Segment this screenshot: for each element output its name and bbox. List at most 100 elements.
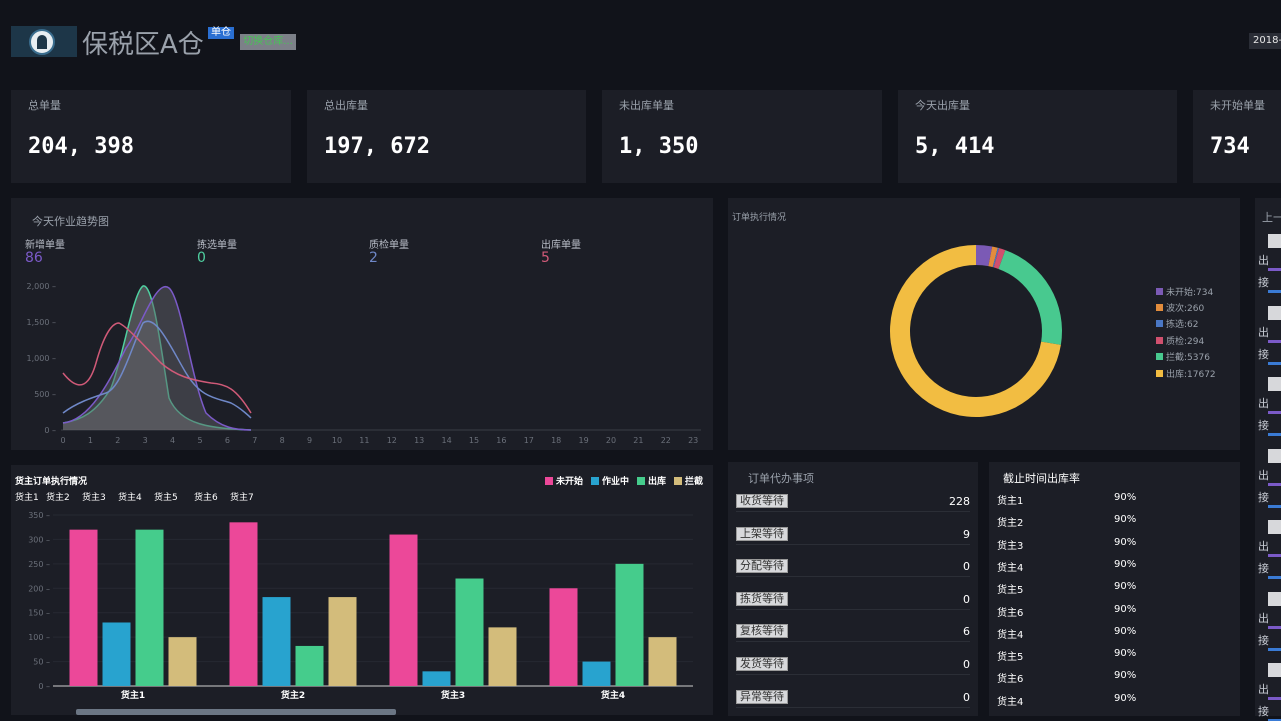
order-outbound-label: 出 [1258,683,1269,696]
bar-未开始[interactable] [229,522,258,686]
rate-value: 90% [1114,536,1137,548]
rate-owner-name: 货主2 [997,518,1024,530]
legend-item-intercept[interactable]: 拦截 [674,474,703,487]
donut-slice[interactable] [993,248,1006,269]
owner-tab-4[interactable]: 货主4 [118,493,142,503]
bar-未开始[interactable] [389,534,418,686]
bar-作业中[interactable] [582,661,611,686]
x-tick-label: 13 [414,436,424,445]
donut-slice[interactable] [976,245,993,267]
todo-item-button[interactable]: 发货等待 [736,657,788,671]
order-button[interactable] [1268,591,1281,606]
switch-warehouse-button[interactable]: 切换仓库... [240,34,296,50]
logo-icon [29,29,55,55]
bar-作业中[interactable] [422,671,451,686]
owner-tab-5[interactable]: 货主5 [154,493,178,503]
date-display: 2018- [1249,33,1281,49]
x-tick-label: 4 [170,436,175,445]
legend-swatch [1156,287,1163,295]
y-tick-label: 0 – [44,426,56,435]
todo-item-count: 0 [963,560,970,574]
legend-label: 拦截 [685,477,704,487]
rate-value: 90% [1114,625,1137,637]
owner-bar-chart: 350 – 300 – 250 – 200 – 150 – 100 – 50 – 0 – 货主… [28,511,693,701]
bar-出库[interactable] [455,578,484,686]
donut-legend: 未开始:734 波次:260 拣选:62 质检:294 拦截:5376 出库:1… [1156,283,1216,381]
x-category-label: 货主1 [121,689,145,701]
progress-bar [1268,504,1281,508]
todo-divider [736,674,970,675]
metric-out-value: 5 [541,250,550,266]
x-tick-label: 9 [307,436,312,445]
order-button[interactable] [1268,234,1281,248]
progress-bar [1268,647,1281,651]
rate-owner-name: 货主5 [997,585,1024,597]
owner-tab-3[interactable]: 货主3 [82,493,106,503]
todo-item-button[interactable]: 复核等待 [736,624,788,639]
todo-item-button[interactable]: 分配等待 [736,559,788,574]
todo-divider [736,511,970,512]
order-status-title: 订单执行情况 [732,213,787,223]
metric-pick-label: 拣选单量 [197,240,237,251]
y-tick-label: 350 – [28,511,50,520]
bar-作业中[interactable] [262,597,291,686]
stat-value: 197, 672 [324,134,430,159]
bar-出库[interactable] [615,563,644,686]
bar-未开始[interactable] [549,588,578,686]
owner-tab-6[interactable]: 货主6 [194,493,218,503]
metric-new-label: 新增单量 [25,240,65,251]
owner-tab-1[interactable]: 货主1 [15,493,39,503]
legend-item-outbound[interactable]: 出库 [637,474,666,487]
rate-owner-name: 货主5 [997,652,1024,664]
bar-作业中[interactable] [102,622,131,686]
x-category-label: 货主4 [601,689,625,701]
rate-owner-name: 货主1 [997,496,1024,507]
order-button[interactable] [1268,305,1281,320]
order-button[interactable] [1268,448,1281,463]
todo-item-button[interactable]: 收货等待 [736,494,788,508]
legend-item-pick: 拣选:62 [1156,316,1216,332]
stat-label: 总出库量 [324,99,368,112]
progress-bar [1268,482,1281,486]
warehouse-logo [11,26,77,57]
todo-item-button[interactable]: 异常等待 [736,689,788,704]
bar-legend: 未开始 作业中 出库 拦截 [545,474,703,487]
todo-title: 订单代办事项 [748,472,814,485]
legend-label: 出库 [648,477,667,487]
x-tick-label: 10 [332,436,342,445]
legend-item-qc: 质检:294 [1156,332,1216,348]
chart-scrollbar[interactable] [76,709,396,715]
bar-未开始[interactable] [69,529,98,686]
progress-bar [1268,576,1281,579]
x-tick-label: 14 [442,436,452,445]
order-button[interactable] [1268,520,1281,534]
owner-tab-2[interactable]: 货主2 [46,493,70,503]
recent-orders-title: 上一 [1262,211,1281,224]
rate-value: 90% [1114,558,1137,570]
bar-拦截[interactable] [488,627,517,686]
owner-tab-7[interactable]: 货主7 [230,493,254,503]
donut-slice[interactable] [992,247,1000,268]
rate-value: 90% [1114,581,1137,593]
todo-item-button[interactable]: 上架等待 [736,526,788,541]
qc-series-line [62,320,252,419]
donut-slice[interactable] [988,246,998,268]
legend-item-not-started[interactable]: 未开始 [545,474,583,487]
legend-swatch [1156,353,1163,361]
bar-出库[interactable] [295,645,324,686]
donut-slice[interactable] [998,250,1062,345]
stat-card-today-outbound: 今天出库量 5, 414 [898,90,1177,183]
bar-拦截[interactable] [648,637,677,686]
order-receive-label: 接 [1258,562,1269,575]
bar-出库[interactable] [135,529,164,686]
stat-value: 1, 350 [619,134,699,159]
order-button[interactable] [1268,377,1281,391]
legend-item-in-progress[interactable]: 作业中 [591,474,629,487]
x-tick-label: 21 [633,436,643,445]
bar-拦截[interactable] [168,637,197,686]
order-outbound-label: 出 [1258,254,1269,267]
order-button[interactable] [1268,663,1281,677]
bar-拦截[interactable] [328,597,357,686]
stat-value: 734 [1210,134,1250,159]
todo-item-button[interactable]: 拣货等待 [736,591,788,606]
